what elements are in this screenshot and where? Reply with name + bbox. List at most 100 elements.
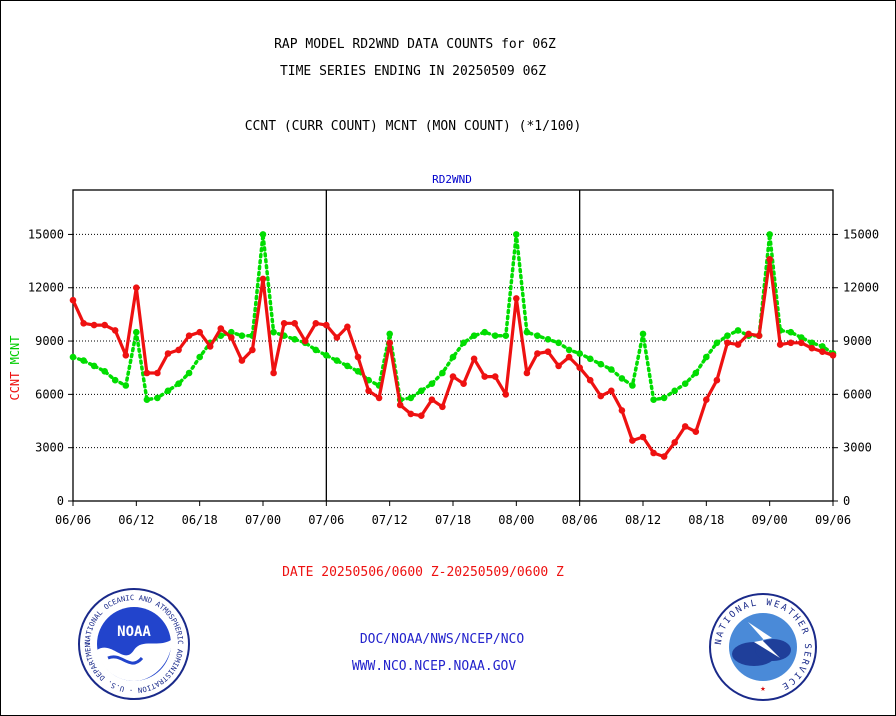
chart-subtitle: CCNT (CURR COUNT) MCNT (MON COUNT) (*1/1… bbox=[244, 119, 582, 134]
mcnt-point bbox=[502, 332, 510, 340]
ccnt-point bbox=[819, 348, 826, 356]
mcnt-point bbox=[259, 231, 267, 238]
ccnt-point bbox=[449, 373, 457, 380]
y-tick-label-right: 0 bbox=[843, 494, 850, 508]
mcnt-point bbox=[608, 366, 615, 373]
mcnt-point bbox=[449, 353, 457, 361]
ccnt-point bbox=[80, 320, 87, 327]
date-range: DATE 20250506/0600 Z-20250509/0600 Z bbox=[282, 565, 564, 580]
mcnt-point bbox=[618, 375, 626, 382]
ccnt-point bbox=[301, 337, 309, 345]
mcnt-point bbox=[808, 339, 816, 347]
mcnt-point bbox=[291, 336, 299, 343]
mcnt-point bbox=[639, 330, 647, 338]
x-tick-label: 08/06 bbox=[562, 513, 598, 527]
ccnt-point bbox=[660, 453, 668, 460]
mcnt-point bbox=[354, 368, 362, 375]
y-tick-label: 12000 bbox=[28, 281, 64, 295]
ccnt-point bbox=[439, 403, 446, 411]
ccnt-point bbox=[808, 344, 816, 352]
mcnt-point bbox=[323, 352, 330, 359]
panel-label: RD2WND bbox=[432, 173, 472, 186]
x-tick-label: 08/00 bbox=[498, 513, 534, 527]
ccnt-point bbox=[565, 353, 573, 361]
mcnt-point bbox=[481, 328, 489, 336]
mcnt-point bbox=[111, 376, 119, 384]
ccnt-point bbox=[396, 401, 404, 409]
mcnt-point bbox=[228, 328, 235, 336]
ccnt-point bbox=[460, 380, 467, 388]
mcnt-point bbox=[819, 343, 826, 350]
ccnt-point bbox=[90, 321, 98, 329]
ccnt-point bbox=[618, 407, 626, 414]
ccnt-point bbox=[513, 295, 520, 302]
mcnt-point bbox=[703, 353, 710, 361]
ccnt-point bbox=[502, 391, 510, 398]
mcnt-point bbox=[734, 327, 742, 334]
mcnt-point bbox=[470, 332, 478, 340]
ccnt-point bbox=[491, 373, 499, 380]
mcnt-point bbox=[586, 355, 594, 363]
ccnt-point bbox=[703, 396, 710, 404]
y-tick-label-right: 15000 bbox=[843, 227, 879, 241]
x-tick-label: 06/12 bbox=[118, 513, 154, 527]
y-tick-label-right: 3000 bbox=[843, 441, 872, 455]
mcnt-point bbox=[629, 382, 636, 389]
mcnt-point bbox=[681, 380, 689, 388]
mcnt-point bbox=[90, 362, 98, 370]
mcnt-point bbox=[544, 336, 552, 343]
footer-link-website[interactable]: WWW.NCO.NCEP.NOAA.GOV bbox=[351, 659, 517, 674]
mcnt-point bbox=[460, 339, 467, 347]
y-tick-label: 0 bbox=[57, 494, 64, 508]
mcnt-point bbox=[798, 334, 805, 341]
ccnt-point bbox=[639, 433, 647, 441]
ccnt-point bbox=[650, 449, 657, 457]
y-tick-label-right: 6000 bbox=[843, 387, 872, 401]
ccnt-point bbox=[681, 423, 689, 430]
mcnt-point bbox=[164, 387, 172, 395]
nws-logo: NATIONAL WEATHER SERVICE ★ bbox=[709, 593, 817, 701]
ccnt-point bbox=[534, 350, 541, 357]
mcnt-point bbox=[428, 380, 436, 388]
ccnt-point bbox=[829, 352, 837, 359]
mcnt-point bbox=[565, 346, 573, 354]
chart-title: RAP MODEL RD2WND DATA COUNTS for 06Z bbox=[274, 37, 556, 52]
x-tick-label: 09/00 bbox=[752, 513, 788, 527]
mcnt-point bbox=[597, 360, 605, 368]
ccnt-point bbox=[354, 353, 362, 361]
ccnt-point bbox=[713, 376, 721, 384]
ccnt-point bbox=[164, 350, 172, 357]
ccnt-point bbox=[122, 352, 130, 359]
ccnt-point bbox=[323, 321, 330, 329]
ccnt-point bbox=[196, 328, 203, 336]
grid-lines bbox=[73, 233, 833, 449]
ccnt-point bbox=[776, 341, 784, 348]
plot-border bbox=[72, 189, 834, 502]
ccnt-point bbox=[629, 437, 636, 444]
mcnt-point bbox=[724, 332, 731, 340]
mcnt-point bbox=[69, 353, 77, 361]
x-tick-label: 07/00 bbox=[245, 513, 281, 527]
mcnt-point bbox=[576, 350, 583, 357]
ccnt-point bbox=[238, 357, 246, 364]
mcnt-point bbox=[122, 382, 130, 389]
ccnt-point bbox=[755, 332, 763, 340]
ccnt-point bbox=[270, 369, 277, 377]
ccnt-point bbox=[280, 320, 288, 327]
chart-title-line2: TIME SERIES ENDING IN 20250509 06Z bbox=[279, 64, 547, 79]
ccnt-point bbox=[386, 339, 394, 347]
mcnt-point bbox=[333, 357, 341, 364]
mcnt-point bbox=[133, 328, 140, 336]
noaa-logo-text: NOAA bbox=[117, 624, 151, 640]
ccnt-point bbox=[312, 320, 320, 327]
mcnt-point bbox=[312, 346, 320, 354]
x-tick-label: 09/06 bbox=[815, 513, 851, 527]
noaa-logo: NATIONAL OCEANIC AND ATMOSPHERIC ADMINIS… bbox=[78, 588, 190, 700]
ccnt-point bbox=[692, 428, 700, 436]
ccnt-point bbox=[333, 334, 341, 341]
svg-text:★: ★ bbox=[760, 684, 766, 694]
footer-link-nco-path[interactable]: DOC/NOAA/NWS/NCEP/NCO bbox=[359, 632, 525, 647]
y-tick-label: 6000 bbox=[35, 387, 64, 401]
ccnt-point bbox=[228, 334, 235, 341]
